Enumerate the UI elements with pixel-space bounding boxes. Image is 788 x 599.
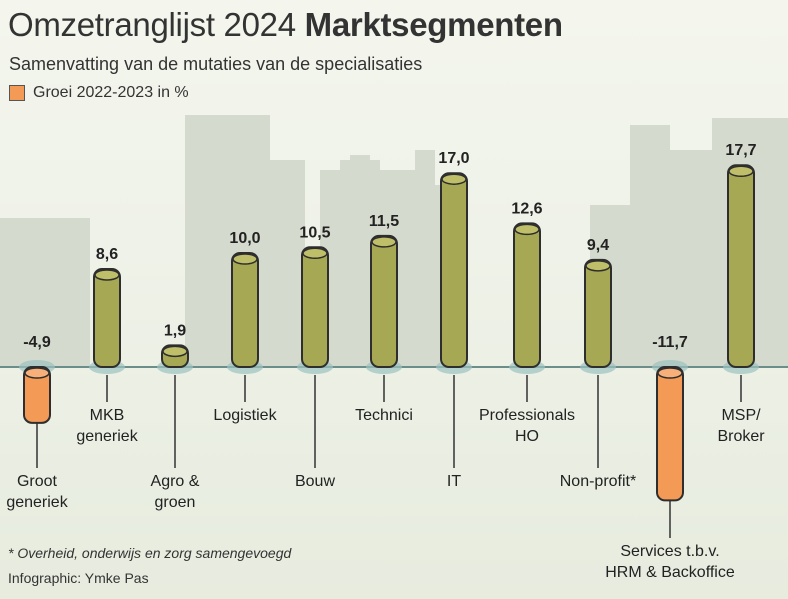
category-label-line: Logistiek (213, 407, 277, 424)
bar-cap (371, 236, 397, 248)
value-label: 10,5 (299, 224, 330, 241)
category-label-line: Bouw (295, 473, 335, 490)
value-label: 1,9 (164, 322, 186, 339)
category-label-line: Professionals (479, 407, 575, 424)
category-label: Logistiek (213, 407, 277, 424)
labels: -4,9 Groot generiek 8,6 MKB generiek 1,9 Agro &… (6, 142, 765, 581)
bar (656, 366, 684, 502)
value-label: -4,9 (23, 334, 51, 351)
bar-cap (514, 223, 540, 236)
category-label: Agro & groen (151, 473, 200, 511)
bar-cap (302, 247, 328, 260)
footnote: * Overheid, onderwijs en zorg samengevoe… (8, 545, 292, 561)
bar (23, 366, 51, 424)
bar-cap (232, 253, 258, 265)
skyline-building (350, 155, 370, 163)
bar-cap (94, 269, 120, 281)
title-bold: Marktsegmenten (304, 6, 563, 43)
category-label-line: Agro & (151, 473, 200, 490)
category-label-line: Broker (717, 428, 765, 445)
value-label: 17,7 (725, 142, 756, 159)
skyline-building (660, 150, 715, 368)
bar (513, 222, 541, 368)
bar (440, 172, 468, 368)
bar (231, 252, 259, 368)
bar-cap (441, 173, 467, 185)
value-label: 12,6 (511, 200, 542, 217)
category-label: Professionals HO (479, 407, 575, 445)
value-label: 11,5 (369, 213, 399, 230)
category-label-line: Services t.b.v. (620, 543, 719, 560)
category-label-line: HRM & Backoffice (605, 564, 735, 581)
value-label: 9,4 (587, 237, 609, 254)
category-label-line: IT (447, 473, 461, 490)
bar (301, 246, 329, 368)
skyline-building (340, 160, 380, 175)
legend: Groei 2022-2023 in % (9, 84, 189, 102)
bar (584, 258, 612, 368)
category-label: MKB generiek (76, 407, 138, 445)
bar-cap (657, 367, 683, 379)
category-label-line: generiek (76, 428, 138, 445)
legend-label: Groei 2022-2023 in % (33, 84, 189, 101)
skyline-building (415, 150, 435, 185)
bar-cap (728, 165, 754, 177)
bars (19, 164, 759, 502)
category-label-line: Groot (17, 473, 58, 490)
category-label: Groot generiek (6, 473, 68, 511)
value-label: 17,0 (438, 150, 469, 167)
bar (370, 234, 398, 368)
bar (727, 164, 755, 368)
value-label: -11,7 (652, 334, 688, 351)
category-label: Bouw (295, 473, 335, 490)
category-label-line: Technici (355, 407, 413, 424)
category-label: IT (447, 473, 461, 490)
skyline-building (0, 218, 90, 368)
bar-cap (162, 345, 188, 358)
bar-cap (585, 260, 611, 272)
category-label: Non-profit* (560, 473, 636, 490)
chart-title: Omzetranglijst 2024 Marktsegmenten (8, 6, 563, 44)
value-label: 10,0 (229, 230, 260, 247)
legend-swatch (9, 85, 25, 101)
category-label: Services t.b.v. HRM & Backoffice (605, 543, 735, 581)
category-label: MSP/Broker (717, 407, 765, 445)
label-leaders (36, 375, 742, 538)
category-label-line: Non-profit* (560, 473, 636, 490)
title-light: Omzetranglijst 2024 (8, 6, 296, 43)
category-label-line: MKB (90, 407, 125, 424)
skyline-building (395, 185, 440, 368)
bar-cap (24, 367, 50, 379)
chart-subtitle: Samenvatting van de mutaties van de spec… (9, 54, 423, 74)
credit: Infographic: Ymke Pas (8, 570, 149, 586)
category-label-line: groen (155, 494, 196, 511)
category-label-line: HO (515, 428, 539, 445)
category-label: Technici (355, 407, 413, 424)
value-label: 8,6 (96, 246, 118, 263)
category-label-line: MSP/ (721, 407, 761, 424)
bar (93, 267, 121, 368)
category-label-line: generiek (6, 494, 68, 511)
